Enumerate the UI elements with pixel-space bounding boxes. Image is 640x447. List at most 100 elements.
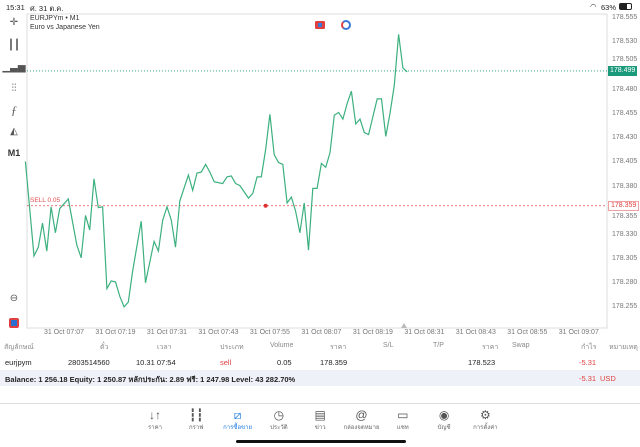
tab-label: บัญชี xyxy=(437,425,451,431)
tab-label: แชท xyxy=(396,425,409,431)
tab-label: การตั้งค่า xyxy=(473,425,498,431)
battery-icon xyxy=(619,3,632,10)
y-tick-label: 178.280 xyxy=(612,278,638,286)
chart-description: Euro vs Japanese Yen xyxy=(30,24,100,31)
x-tick-label: 31 Oct 07:55 xyxy=(249,329,290,336)
home-indicator xyxy=(236,440,406,443)
shapes-icon[interactable]: ◭ xyxy=(10,125,18,137)
column-header[interactable]: T/P xyxy=(433,342,444,349)
cell-time: 10.31 07:54 xyxy=(136,358,176,367)
divider xyxy=(0,403,640,404)
y-tick-label: 178.530 xyxy=(612,38,638,46)
tab-candlestick[interactable]: ┇┇ กราฟ xyxy=(176,408,216,432)
account-icon: ◉ xyxy=(438,408,450,422)
bar-chart-icon[interactable]: ▁▃▅ xyxy=(2,61,26,73)
column-header[interactable]: สัญลักษณ์ xyxy=(4,344,34,351)
plot-frame xyxy=(26,13,608,329)
history-icon: ◷ xyxy=(273,408,285,422)
tab-label: ข่าว xyxy=(314,425,326,431)
indicators-icon[interactable]: ⫶⫶ xyxy=(11,82,17,94)
y-tick-label: 178.330 xyxy=(612,230,638,238)
battery-level: 63% xyxy=(601,3,617,12)
y-tick-label: 178.355 xyxy=(612,212,638,220)
x-tick-label: 31 Oct 08:19 xyxy=(352,329,393,336)
sell-price-label: 178.359 xyxy=(608,200,640,211)
x-tick-label: 31 Oct 08:43 xyxy=(455,329,496,336)
tab-chat[interactable]: ▭ แชท xyxy=(383,408,423,432)
x-tick-label: 31 Oct 08:07 xyxy=(301,329,342,336)
column-header[interactable]: กำไร xyxy=(581,344,597,351)
trade-chart-icon: ⧄ xyxy=(233,408,242,422)
y-tick-label: 178.430 xyxy=(612,134,638,142)
x-tick-label: 31 Oct 08:31 xyxy=(404,329,445,336)
x-tick-label: 31 Oct 09:07 xyxy=(558,329,599,336)
tab-mail-at[interactable]: @ กล่องจดหมาย xyxy=(342,408,382,432)
y-tick-label: 178.380 xyxy=(612,182,638,190)
tab-label: กล่องจดหมาย xyxy=(343,425,380,431)
tab-account[interactable]: ◉ บัญชี xyxy=(424,408,464,432)
app-logo-icon[interactable] xyxy=(4,315,24,331)
arrows-updown-icon: ↓↑ xyxy=(149,408,161,422)
function-icon[interactable]: ƒ xyxy=(11,102,17,117)
one-click-trading-icon[interactable] xyxy=(315,21,325,29)
y-tick-label: 178.305 xyxy=(612,254,638,262)
column-header[interactable]: ตั๋ว xyxy=(100,344,109,351)
tab-trade-chart[interactable]: ⧄ การซื้อขาย xyxy=(218,408,258,432)
column-header[interactable]: Swap xyxy=(512,342,530,349)
price-line xyxy=(24,34,408,309)
column-header[interactable]: ราคา xyxy=(330,344,347,351)
chart-symbol: EURJPYm • M1 xyxy=(30,15,80,22)
x-tick-label: 31 Oct 07:19 xyxy=(95,329,136,336)
settings-icon: ⚙ xyxy=(480,408,491,422)
mail-at-icon: @ xyxy=(355,408,368,422)
price-chart[interactable] xyxy=(0,0,640,340)
depth-of-market-icon[interactable] xyxy=(341,20,351,30)
cell-ticket: 2803514560 xyxy=(68,358,110,367)
zoom-icon[interactable]: ⊖ xyxy=(9,292,19,304)
column-header[interactable]: หมายเหตุ xyxy=(609,344,638,351)
x-tick-label: 31 Oct 07:07 xyxy=(43,329,85,336)
tab-settings[interactable]: ⚙ การตั้งค่า xyxy=(465,408,505,432)
cell-open-price: 178.359 xyxy=(320,358,348,367)
y-tick-label: 178.505 xyxy=(612,55,638,63)
chat-icon: ▭ xyxy=(397,408,409,422)
y-tick-label: 178.255 xyxy=(612,302,638,310)
cell-price: 178.523 xyxy=(468,358,496,367)
sell-order-label: SELL 0.05 xyxy=(30,196,61,204)
tab-label: ประวัติ xyxy=(270,425,288,431)
status-bar: 15:31 ศ. 31 ต.ค. ◠ 63% xyxy=(0,0,640,13)
tab-arrows-updown[interactable]: ↓↑ ราคา xyxy=(135,408,175,432)
news-icon: ▤ xyxy=(314,408,326,422)
y-tick-label: 178.555 xyxy=(612,14,638,21)
cell-symbol: eurjpym xyxy=(5,358,32,367)
crosshair-icon[interactable]: ✛ xyxy=(9,16,19,28)
status-date: ศ. 31 ต.ค. xyxy=(30,4,64,13)
column-header[interactable]: ราคา xyxy=(482,344,499,351)
balance-row: Balance: 1 256.18 Equity: 1 250.87 หลักป… xyxy=(0,370,640,386)
x-tick-label: 31 Oct 07:31 xyxy=(146,329,187,336)
candlestick-icon: ┇┇ xyxy=(189,408,204,422)
x-tick-label: 31 Oct 08:55 xyxy=(507,329,548,336)
tab-news[interactable]: ▤ ข่าว xyxy=(300,408,340,432)
column-header[interactable]: ประเภท xyxy=(220,344,244,351)
chart-shift-marker xyxy=(401,323,407,328)
cell-type: sell xyxy=(220,358,232,367)
tab-history[interactable]: ◷ ประวัติ xyxy=(259,408,299,432)
column-header[interactable]: S/L xyxy=(383,342,394,349)
column-header[interactable]: เวลา xyxy=(157,344,172,351)
cell-volume: 0.05 xyxy=(277,358,292,367)
status-time: 15:31 xyxy=(6,3,25,12)
cell-profit: -5.31 xyxy=(579,358,597,367)
current-price-label: 178.499 xyxy=(608,65,638,76)
account-summary: Balance: 1 256.18 Equity: 1 250.87 หลักป… xyxy=(5,375,296,384)
currency: USD xyxy=(600,374,616,383)
timeframe-button[interactable]: M1 xyxy=(7,148,21,158)
wifi-icon: ◠ xyxy=(590,2,597,11)
y-tick-label: 178.405 xyxy=(612,158,638,166)
candlestick-icon[interactable]: ┃┃ xyxy=(7,39,21,51)
trade-marker xyxy=(263,203,268,208)
total-profit: -5.31 xyxy=(579,374,597,383)
y-tick-label: 178.455 xyxy=(612,110,638,118)
column-header[interactable]: Volume xyxy=(270,342,294,349)
tab-label: ราคา xyxy=(148,425,162,431)
